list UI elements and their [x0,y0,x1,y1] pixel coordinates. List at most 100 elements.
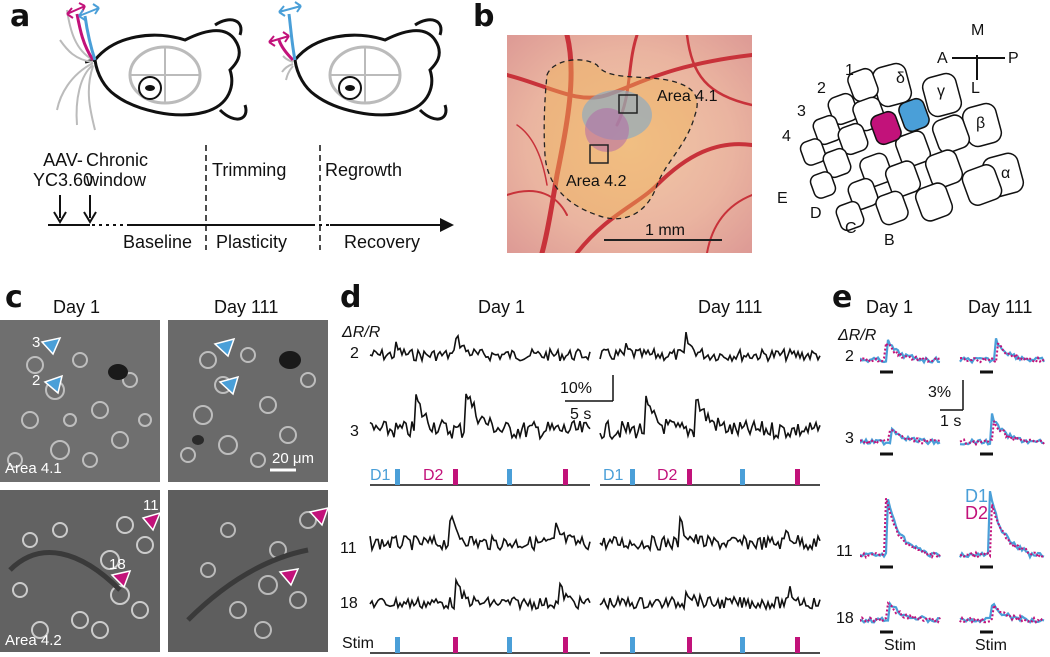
trace-day111-cell-11 [599,514,821,553]
barrel-map [799,55,1025,232]
panel-c-day111: Day 111 [214,297,279,317]
compass-m: M [971,22,985,39]
arrowhead-cell18-day1 [110,569,132,589]
panel-d-row-3: 3 [350,423,359,440]
compass-a: A [937,50,948,67]
panel-e-legend-d2: D2 [965,503,989,523]
greek-alpha: α [1001,165,1011,182]
panel-d-d2-left: D2 [423,467,444,484]
regrowth-label: Regrowth [325,160,403,180]
panel-a-label: a [10,0,31,34]
arc-label-b: B [884,232,895,249]
area-4-1-label: Area 4.1 [657,88,718,105]
panel-d-traces [369,331,821,654]
mouse-head-illustrations [56,1,448,131]
recovery-label: Recovery [344,232,421,252]
panel-d-d1-right: D1 [603,467,624,484]
area-4-2-caption: Area 4.2 [5,632,62,649]
timeline [48,145,454,250]
avg-d2-day111-cell-2 [959,342,1045,364]
panel-d-row-11: 11 [340,540,357,557]
avg-d2-day111-cell-18 [959,602,1045,624]
area-4-2-label: Area 4.2 [566,173,627,190]
avg-d2-day1-cell-2 [860,340,941,364]
panel-d-scale-x: 5 s [570,406,592,423]
stim-marker [563,637,568,653]
panel-d-d2-right: D2 [657,467,678,484]
panel-e-stim-2: Stim [975,637,1007,654]
cell-label-11: 11 [143,497,159,514]
panel-e-legend-d1: D1 [965,486,989,506]
avg-d1-day1-cell-3 [860,426,941,447]
panel-c-label: c [5,280,23,315]
cell-label-18: 18 [109,556,126,573]
panel-d-row-2: 2 [350,345,359,362]
panel-e-day111: Day 111 [968,297,1033,317]
chronic-window-label: Chronic window [86,150,149,190]
image-area42-day1 [0,490,160,652]
trace-day111-cell-3 [599,395,821,441]
panel-c-day1: Day 1 [53,297,101,317]
avg-d2-day1-cell-11 [860,498,941,560]
panel-d-row-18: 18 [340,595,358,612]
avg-d1-day111-cell-11 [959,490,1045,560]
trimming-label: Trimming [212,160,287,180]
stim-marker [507,637,512,653]
stim-marker [453,469,458,485]
panel-e-row-18: 18 [836,610,854,627]
greek-beta: β [976,115,986,132]
image-area41-day111 [168,320,328,482]
row-label-3: 3 [797,103,806,120]
arrowhead-cell3-day1 [40,336,62,356]
cell-label-2: 2 [32,372,41,389]
trace-day111-cell-18 [599,586,821,612]
arrowhead-cell11-day111 [308,506,330,527]
avg-d1-day1-cell-18 [860,600,941,624]
cell-label-3: 3 [32,334,41,351]
avg-d2-day1-cell-18 [860,601,941,624]
arc-label-d: D [810,205,822,222]
trace-day111-cell-2 [599,331,821,364]
panel-e-day1: Day 1 [866,297,914,317]
arrowhead-cell18-day111 [278,568,300,587]
stim-marker [395,637,400,653]
avg-d2-day111-cell-11 [959,504,1045,561]
avg-d1-day1-cell-11 [860,499,941,559]
stim-marker [740,469,745,485]
arc-label-e: E [777,190,788,207]
avg-d2-day1-cell-3 [860,429,941,447]
arrowhead-cell2-day111 [218,375,240,396]
stim-marker [795,469,800,485]
stim-marker [795,637,800,653]
compass-p: P [1008,50,1019,67]
panel-e-row-2: 2 [845,348,854,365]
panel-e-row-3: 3 [845,430,854,447]
panel-b-label: b [473,0,495,34]
panel-e-scale-x: 1 s [940,413,962,430]
stim-marker [395,469,400,485]
panel-e-ylabel: ΔR/R [838,327,877,344]
greek-delta: δ [896,70,905,87]
trace-day1-cell-18 [369,577,591,612]
arrowhead-cell3-day111 [213,337,236,358]
avg-d1-day111-cell-3 [959,413,1045,446]
image-area42-day111 [168,490,328,652]
image-area41-day1 [0,320,160,482]
mouse-head-trimmed-icon [268,1,448,121]
stim-marker [687,469,692,485]
panel-e-stim-1: Stim [884,637,916,654]
panel-d-day111: Day 111 [698,297,763,317]
stim-marker [453,637,458,653]
scalebar-1mm-label: 1 mm [645,222,685,239]
mouse-head-icon [56,2,248,131]
avg-d2-day111-cell-3 [959,420,1045,447]
cell-arrowheads [40,336,330,589]
arrowhead-cell2-day1 [43,374,64,395]
panel-d-stim: Stim [342,635,374,652]
row-label-4: 4 [782,128,791,145]
compass-l: L [971,80,980,97]
plasticity-label: Plasticity [216,232,288,252]
panel-e-row-11: 11 [836,543,853,560]
cortex-photo [507,35,752,253]
panel-d-label: d [340,280,362,315]
